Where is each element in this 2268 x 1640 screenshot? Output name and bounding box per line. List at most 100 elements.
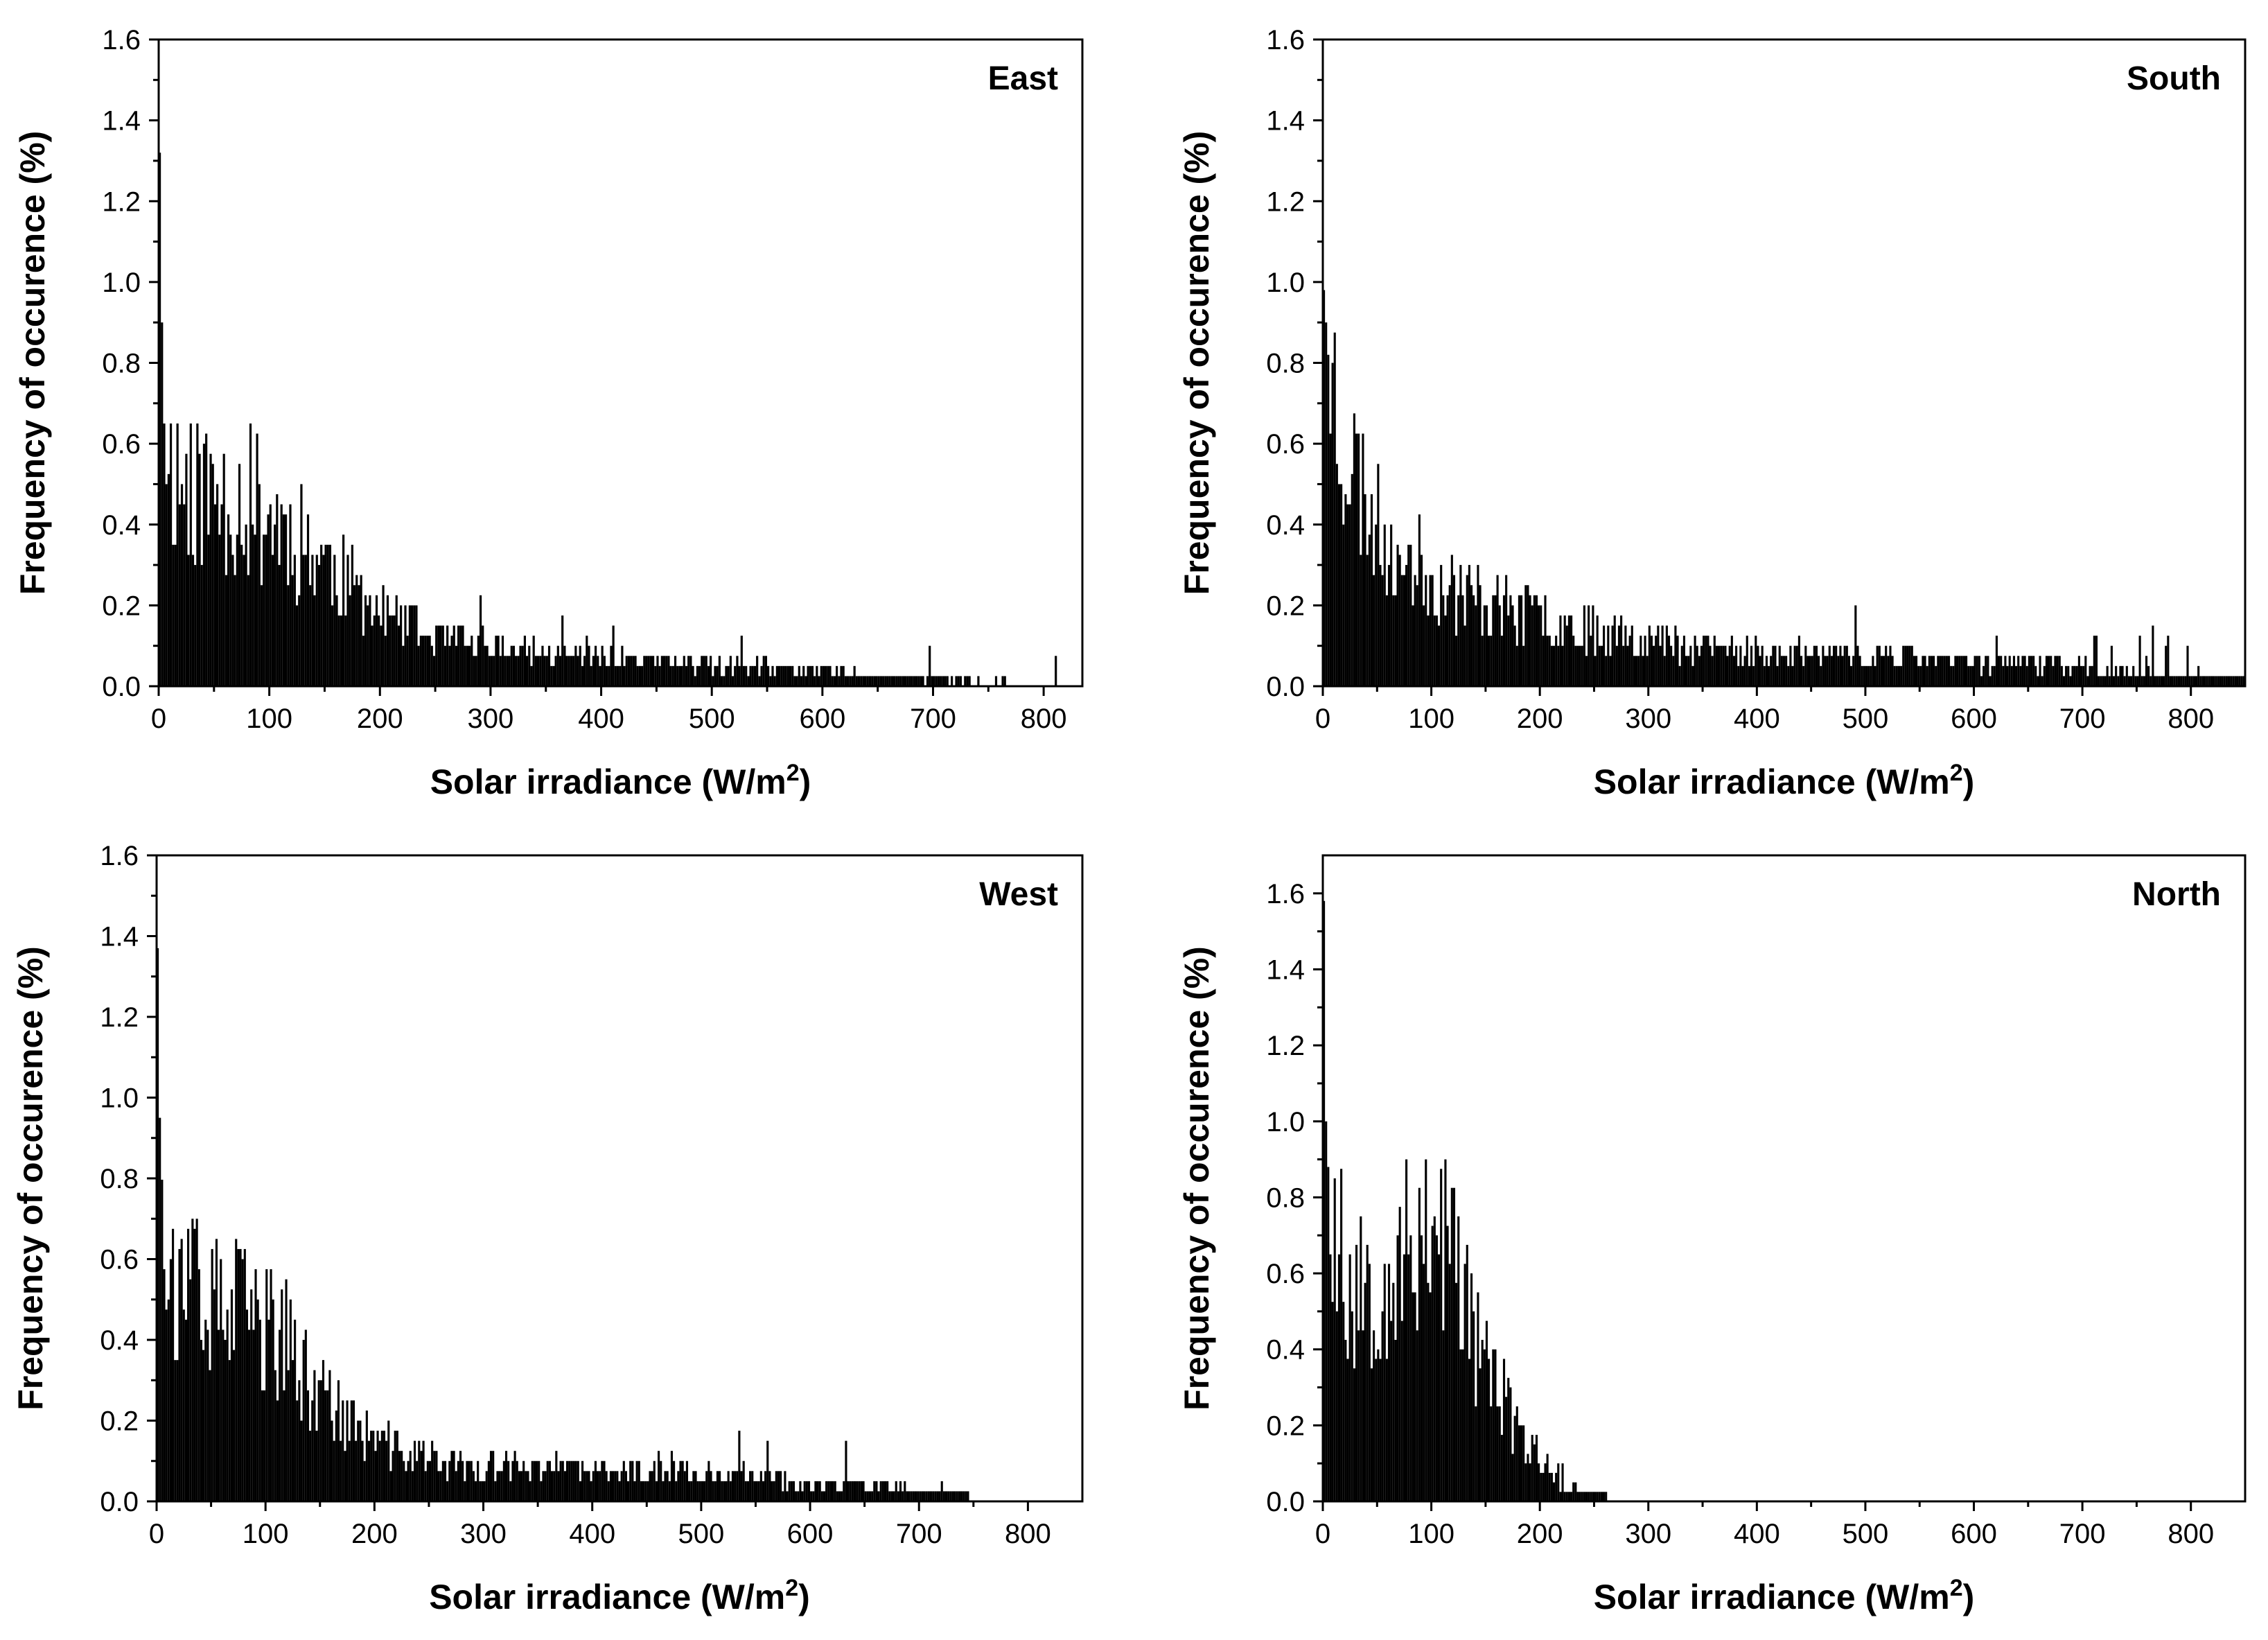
histogram-bar <box>1870 665 1872 686</box>
histogram-bar <box>509 1481 512 1502</box>
histogram-bar <box>864 1491 867 1501</box>
histogram-bar <box>565 656 568 686</box>
histogram-bar <box>577 656 579 686</box>
histogram-bar <box>2230 676 2233 686</box>
y-tick-label: 1.2 <box>100 1002 139 1033</box>
histogram-bar <box>1370 1368 1373 1501</box>
histogram-bar <box>1431 1225 1434 1501</box>
histogram-bar <box>2127 676 2131 686</box>
histogram-bar <box>784 1471 786 1501</box>
histogram-bar <box>1605 1492 1608 1501</box>
histogram-bar <box>1427 1282 1430 1501</box>
histogram-bar <box>2025 665 2028 686</box>
histogram-bar <box>1787 665 1790 686</box>
histogram-bar <box>163 1269 166 1501</box>
histogram-bar <box>333 1440 335 1502</box>
histogram-bar <box>920 676 922 686</box>
histogram-bar <box>1357 433 1360 686</box>
y-tick-label: 0.0 <box>102 672 141 702</box>
histogram-bar <box>692 1471 695 1501</box>
histogram-bar <box>788 1481 791 1502</box>
histogram-bar <box>1603 1492 1606 1501</box>
histogram-bar <box>315 555 318 686</box>
histogram-bar <box>1933 656 1935 686</box>
histogram-bar <box>1559 615 1562 686</box>
histogram-bar <box>320 544 323 686</box>
histogram-bar <box>1409 1235 1412 1501</box>
histogram-bar <box>1357 1330 1360 1501</box>
histogram-bar <box>795 676 798 686</box>
histogram-bar <box>1435 1235 1438 1501</box>
histogram-bar <box>489 1451 493 1501</box>
histogram-bar <box>1457 1216 1460 1501</box>
histogram-bar <box>1611 625 1614 686</box>
histogram-bar <box>1331 1302 1334 1501</box>
histogram-bar <box>361 1440 364 1502</box>
histogram-bar <box>477 636 480 686</box>
histogram-bar <box>1950 665 1953 686</box>
histogram-bar <box>563 645 566 686</box>
histogram-bar <box>1540 1472 1542 1501</box>
histogram-bar <box>532 636 535 686</box>
histogram-bar <box>660 1460 662 1501</box>
histogram-bar <box>1928 656 1931 686</box>
histogram-bar <box>1574 1482 1577 1501</box>
histogram-bar <box>1379 565 1382 686</box>
histogram-bar <box>1728 645 1731 686</box>
histogram-bar <box>306 514 310 686</box>
histogram-bar <box>590 1481 592 1502</box>
histogram-bar <box>1581 1492 1583 1501</box>
histogram-bar <box>698 665 701 686</box>
x-tick-label: 400 <box>1734 704 1780 734</box>
y-tick-label: 0.4 <box>102 510 141 541</box>
histogram-bar <box>1542 636 1545 686</box>
histogram-bar <box>581 665 584 686</box>
histogram-bar <box>1730 636 1733 686</box>
histogram-bar <box>249 423 252 686</box>
histogram-bar <box>895 676 898 686</box>
histogram-bar <box>829 665 832 686</box>
histogram-bar <box>1872 656 1874 686</box>
histogram-bar <box>196 423 199 686</box>
histogram-bar <box>222 453 225 686</box>
histogram-bar <box>1889 645 1892 686</box>
x-tick-label: 0 <box>151 704 166 734</box>
histogram-bar <box>506 656 509 686</box>
histogram-bar <box>1405 1159 1408 1501</box>
x-axis-label: Solar irradiance (W/m2) <box>429 1575 810 1616</box>
histogram-bar <box>475 656 477 686</box>
histogram-bar <box>923 1491 926 1501</box>
histogram-bar <box>1969 665 1972 686</box>
histogram-bar <box>337 615 340 686</box>
histogram-bar <box>1991 665 1994 686</box>
histogram-bar <box>2015 665 2018 686</box>
histogram-bar <box>520 1471 523 1501</box>
x-tick-label: 700 <box>896 1519 942 1549</box>
histogram-bar <box>1355 1244 1358 1501</box>
histogram-bar <box>1705 636 1707 686</box>
histogram-bar <box>1698 656 1700 686</box>
y-tick-label: 1.0 <box>102 268 141 298</box>
histogram-bar <box>777 1471 780 1501</box>
histogram-bar <box>994 676 998 686</box>
y-tick-label: 1.4 <box>100 922 139 952</box>
histogram-bar <box>389 615 392 686</box>
histogram-bar <box>1370 494 1373 686</box>
histogram-bar <box>393 615 396 686</box>
histogram-bar <box>866 1491 869 1501</box>
histogram-bar <box>629 1460 632 1501</box>
histogram-bar <box>494 1481 497 1502</box>
histogram-bar <box>703 656 705 686</box>
histogram-bar <box>492 1451 495 1501</box>
histogram-bar <box>921 1491 924 1501</box>
histogram-bar <box>780 1471 782 1501</box>
histogram-bar <box>745 665 748 686</box>
histogram-bar <box>1515 1406 1518 1501</box>
histogram-bar <box>2089 665 2091 686</box>
histogram-bar <box>331 605 334 687</box>
histogram-bar <box>529 1481 531 1502</box>
histogram-bar <box>1459 565 1462 686</box>
histogram-bar <box>528 645 531 686</box>
histogram-bar <box>180 484 184 686</box>
histogram-bar <box>1498 1406 1501 1501</box>
